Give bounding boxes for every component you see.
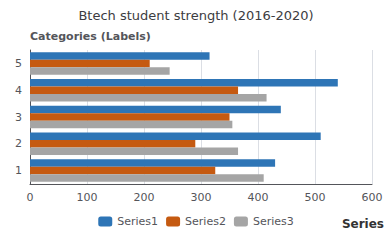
svg-text:Categories (Labels): Categories (Labels) — [30, 30, 151, 43]
svg-text:600: 600 — [362, 191, 383, 204]
svg-text:100: 100 — [77, 191, 98, 204]
svg-text:300: 300 — [191, 191, 212, 204]
svg-text:400: 400 — [248, 191, 269, 204]
svg-text:5: 5 — [15, 57, 22, 70]
svg-text:Series1: Series1 — [117, 215, 158, 228]
svg-text:2: 2 — [15, 137, 22, 150]
svg-text:0: 0 — [27, 191, 34, 204]
svg-text:4: 4 — [15, 84, 22, 97]
svg-text:Series: Series — [342, 217, 384, 231]
svg-text:Btech student strength (2016-2: Btech student strength (2016-2020) — [78, 8, 313, 23]
svg-text:1: 1 — [15, 164, 22, 177]
svg-text:200: 200 — [134, 191, 155, 204]
svg-text:Series2: Series2 — [185, 215, 226, 228]
svg-text:3: 3 — [15, 111, 22, 124]
svg-text:Series3: Series3 — [253, 215, 294, 228]
svg-text:500: 500 — [305, 191, 326, 204]
